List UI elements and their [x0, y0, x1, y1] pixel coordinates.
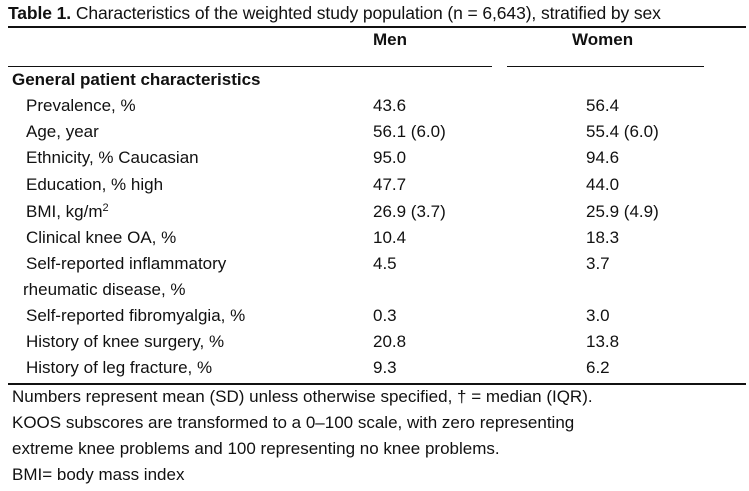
row-label: Age, year [26, 122, 99, 141]
table-row: History of knee surgery, % 20.8 13.8 [0, 332, 749, 358]
men-value: 95.0 [373, 148, 407, 167]
men-value: 26.9 (3.7) [373, 202, 446, 221]
women-value: 55.4 (6.0) [586, 122, 659, 141]
women-value: 13.8 [586, 332, 620, 351]
table-row: Self-reported fibromyalgia, % 0.3 3.0 [0, 306, 749, 332]
women-header-rule [507, 66, 704, 67]
footnote-line: extreme knee problems and 100 representi… [12, 439, 500, 458]
table-row: BMI, kg/m2 26.9 (3.7) 25.9 (4.9) [0, 202, 749, 228]
women-value: 44.0 [586, 175, 620, 194]
row-label: Education, % high [26, 175, 164, 194]
superscript: 2 [102, 202, 109, 214]
men-value: 10.4 [373, 228, 407, 247]
footnote-line: KOOS subscores are transformed to a 0–10… [12, 413, 575, 432]
column-header-women: Women [572, 30, 634, 49]
row-label: Clinical knee OA, % [26, 228, 177, 247]
table-caption: Table 1. Characteristics of the weighted… [8, 3, 748, 24]
women-value: 6.2 [586, 358, 610, 377]
table-row: Clinical knee OA, % 10.4 18.3 [0, 228, 749, 254]
women-value: 3.0 [586, 306, 610, 325]
table-row: Prevalence, % 43.6 56.4 [0, 96, 749, 122]
table-row: History of leg fracture, % 9.3 6.2 [0, 358, 749, 384]
men-value: 43.6 [373, 96, 407, 115]
row-label: Self-reported inflammatory [26, 254, 227, 273]
women-value: 94.6 [586, 148, 620, 167]
table-row: Age, year 56.1 (6.0) 55.4 (6.0) [0, 122, 749, 148]
row-label-text: BMI, kg/m [26, 202, 103, 221]
caption-text: Characteristics of the weighted study po… [71, 3, 661, 23]
women-value: 3.7 [586, 254, 610, 273]
row-label: Self-reported fibromyalgia, % [26, 306, 246, 325]
men-value: 47.7 [373, 175, 407, 194]
women-value: 18.3 [586, 228, 620, 247]
table-row: Self-reported inflammatory rheumatic dis… [0, 254, 749, 299]
footnote-line: BMI= body mass index [12, 465, 185, 484]
section-heading: General patient characteristics [12, 70, 261, 89]
row-label: BMI, kg/m2 [26, 202, 109, 222]
men-value: 56.1 (6.0) [373, 122, 446, 141]
caption-label: Table 1. [8, 3, 72, 23]
men-value: 20.8 [373, 332, 407, 351]
row-label: Prevalence, % [26, 96, 136, 115]
men-value: 0.3 [373, 306, 397, 325]
men-header-rule [8, 66, 492, 67]
bottom-rule [8, 383, 746, 385]
men-value: 4.5 [373, 254, 397, 273]
table-row: Ethnicity, % Caucasian 95.0 94.6 [0, 148, 749, 174]
row-label-continued: rheumatic disease, % [23, 280, 186, 299]
top-rule [8, 26, 746, 28]
men-value: 9.3 [373, 358, 397, 377]
table-row: Education, % high 47.7 44.0 [0, 175, 749, 201]
column-header-men: Men [373, 30, 407, 49]
women-value: 56.4 [586, 96, 620, 115]
footnote-line: Numbers represent mean (SD) unless other… [12, 387, 593, 406]
row-label: History of leg fracture, % [26, 358, 213, 377]
row-label: History of knee surgery, % [26, 332, 225, 351]
women-value: 25.9 (4.9) [586, 202, 659, 221]
row-label: Ethnicity, % Caucasian [26, 148, 199, 167]
